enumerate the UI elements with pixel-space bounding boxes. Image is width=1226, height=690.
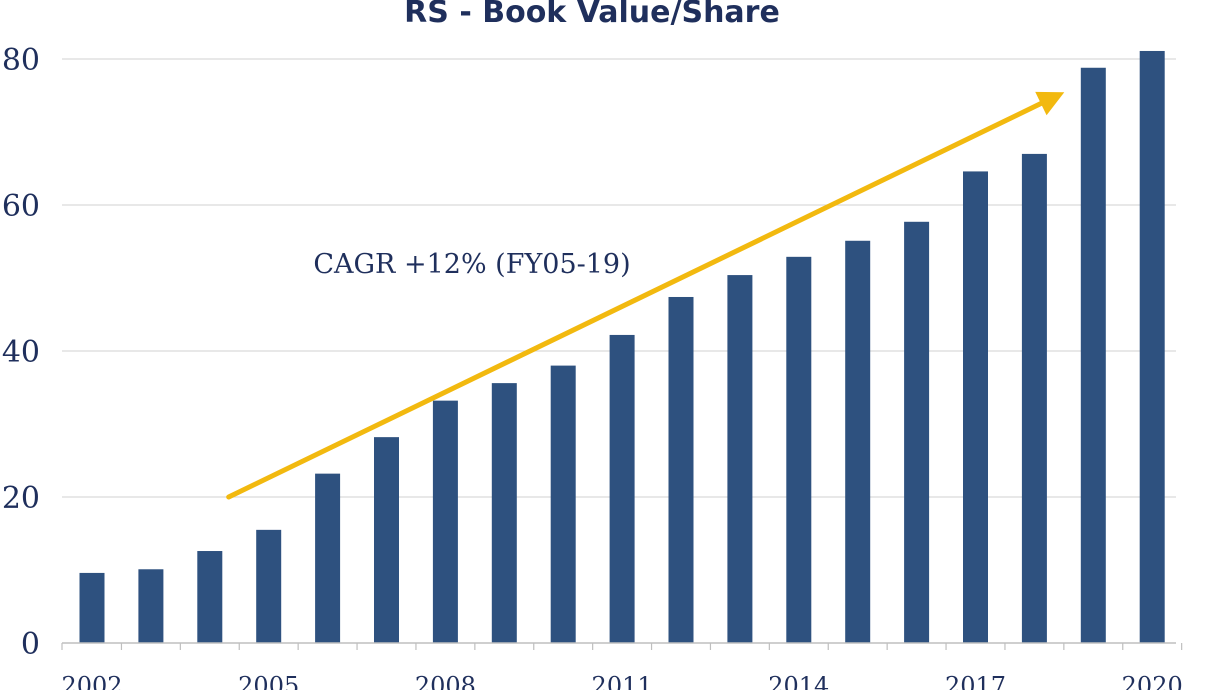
x-tick-label-2008: 2008 <box>415 672 476 690</box>
y-tick-label-60: 60 <box>2 189 40 224</box>
bar-2006 <box>315 473 341 643</box>
bar-2017 <box>963 171 988 644</box>
bars <box>79 50 1165 644</box>
y-tick-label-0: 0 <box>21 627 40 662</box>
bar-2009 <box>491 383 517 643</box>
bar-2014 <box>786 256 812 643</box>
bar-2008 <box>432 400 458 643</box>
bar-2011 <box>609 334 635 643</box>
bar-2007 <box>374 437 399 643</box>
cagr-arrow-shaft <box>226 101 1044 500</box>
x-tick-label-2020: 2020 <box>1122 672 1183 690</box>
chart-title: RS - Book Value/Share <box>404 0 780 30</box>
cagr-annotation: CAGR +12% (FY05-19) <box>313 249 630 280</box>
bar-2010 <box>550 365 576 643</box>
bar-2003 <box>138 569 164 643</box>
y-tick-label-80: 80 <box>2 43 40 78</box>
x-tick-label-2002: 2002 <box>61 672 122 690</box>
x-tick-label-2017: 2017 <box>945 672 1006 690</box>
bar-2018 <box>1021 153 1047 643</box>
cagr-arrow <box>226 91 1065 500</box>
bar-2002 <box>79 572 105 643</box>
x-tick-label-2005: 2005 <box>238 672 299 690</box>
bar-2005 <box>256 529 282 643</box>
bar-2004 <box>197 551 223 643</box>
bar-2013 <box>727 275 753 643</box>
cagr-arrow-head <box>1035 91 1065 116</box>
y-tick-label-20: 20 <box>2 481 40 516</box>
y-tick-label-40: 40 <box>2 335 40 370</box>
bar-2020 <box>1139 50 1165 644</box>
x-axis-ticks: 2002 2005 2008 2011 2014 2017 2020 <box>61 643 1183 690</box>
x-tick-label-2014: 2014 <box>768 672 829 690</box>
bar-2016 <box>904 221 930 644</box>
bar-2012 <box>668 296 694 643</box>
y-axis-tick-labels: 0 20 40 60 80 <box>2 43 40 662</box>
x-tick-label-2011: 2011 <box>592 672 653 690</box>
bar-2015 <box>845 240 871 643</box>
bar-2019 <box>1080 67 1106 643</box>
